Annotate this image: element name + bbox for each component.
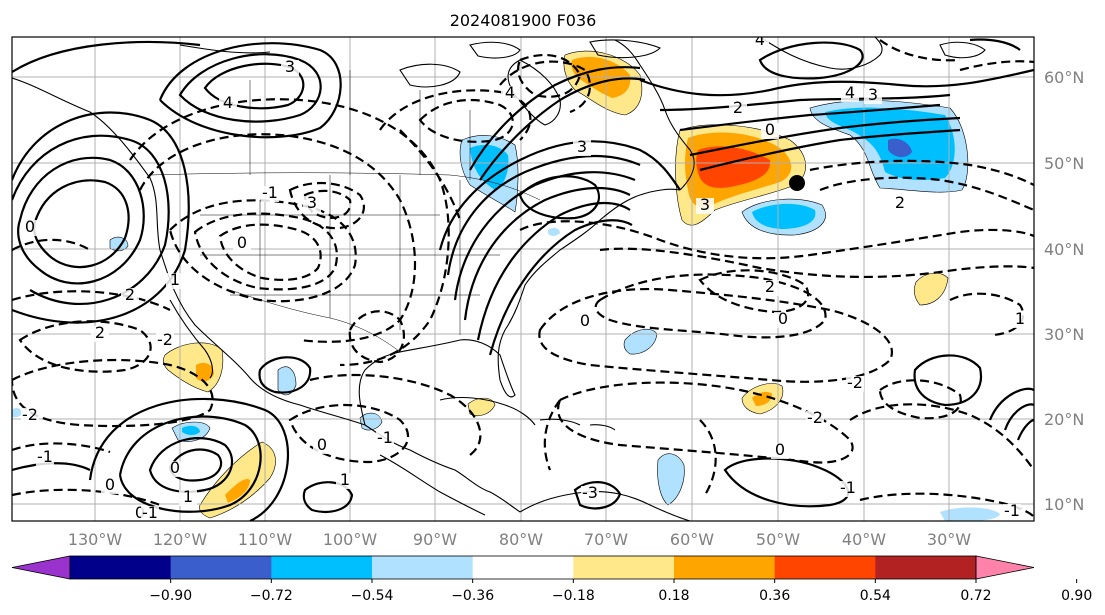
- contour-label: 0: [105, 475, 115, 494]
- lat-label: 40°N: [1044, 240, 1084, 259]
- lat-label: 30°N: [1044, 325, 1084, 344]
- marker-dot: [789, 175, 805, 191]
- colorbar-tick-label: −0.90: [149, 588, 192, 604]
- contour-label: 0: [765, 120, 775, 139]
- contour-label: 2: [95, 323, 105, 342]
- coast-gulf-of-mexico: [358, 329, 516, 426]
- lat-label: 50°N: [1044, 154, 1084, 173]
- lon-label: 110°W: [238, 530, 293, 549]
- lon-label: 60°W: [670, 530, 714, 549]
- lat-label: 10°N: [1044, 495, 1084, 514]
- colorbar-segment: [875, 556, 977, 579]
- contour-label: 1: [183, 487, 193, 506]
- contour-label: 2: [895, 193, 905, 212]
- coast-central-america: [364, 424, 521, 513]
- lon-label: 80°W: [499, 530, 543, 549]
- contour-label: 3: [868, 85, 878, 104]
- coast-south-america: [519, 491, 691, 521]
- lon-label: 70°W: [584, 530, 628, 549]
- lon-label: 30°W: [927, 530, 971, 549]
- contour-label: 2: [765, 277, 775, 296]
- lon-label: 130°W: [68, 530, 123, 549]
- blue-region-caribbean: [657, 453, 685, 506]
- colorbar-tick-label: −0.54: [351, 588, 394, 604]
- warm-region-pacific-south: [199, 441, 276, 519]
- solid-contours: [12, 38, 1034, 521]
- colorbar-tick-label: −0.18: [552, 588, 595, 604]
- warm-region-atlantic-east: [914, 272, 949, 306]
- contour-label: 4: [755, 30, 765, 49]
- contour-label: -1: [840, 478, 856, 497]
- contour-label: 2: [733, 98, 743, 117]
- colorbar-tick-label: −0.36: [451, 588, 494, 604]
- colorbar-tick-label: 0.72: [960, 588, 991, 604]
- map-frame: [11, 36, 1035, 522]
- contour-label: 0: [170, 458, 180, 477]
- lon-label: 120°W: [153, 530, 208, 549]
- lon-label: 90°W: [413, 530, 457, 549]
- blue-region-atlantic-small: [623, 328, 658, 355]
- dashed-contours: [12, 39, 1034, 519]
- contour-label: 4: [505, 83, 515, 102]
- colorbar-extend-high: [975, 555, 1035, 580]
- contour-label: 3: [307, 193, 317, 212]
- contour-label: -1: [37, 447, 53, 466]
- contour-label: -2: [157, 330, 173, 349]
- colorbar-segment: [573, 556, 675, 579]
- contour-label: 3: [577, 137, 587, 156]
- contour-label: -2: [22, 405, 38, 424]
- contour-label: -3: [582, 483, 598, 502]
- contour-label: -1: [377, 428, 393, 447]
- contour-label: 4: [845, 83, 855, 102]
- colorbar: −0.90 −0.72 −0.54 −0.36 −0.18 0.18 0.36 0.54 0.7…: [11, 555, 1092, 604]
- map-area: 434 4230022010320-20-2-1-101-2-1010-10-14…: [12, 30, 1034, 522]
- colorbar-segment: [372, 556, 474, 579]
- contour-label: 1: [340, 470, 350, 489]
- contour-label: 0: [25, 217, 35, 236]
- colorbar-tick-label: 0.90: [1061, 588, 1092, 604]
- lon-label: 40°W: [842, 530, 886, 549]
- colorbar-tick-label: 0.18: [658, 588, 689, 604]
- contour-label: -2: [807, 408, 823, 427]
- contour-label: 1: [170, 270, 180, 289]
- contour-label: 0: [135, 503, 145, 522]
- lon-label: 100°W: [323, 530, 378, 549]
- contour-label: 0: [778, 309, 788, 328]
- contour-label: 4: [223, 93, 233, 112]
- coast-cuba: [439, 396, 536, 426]
- colorbar-extend-low: [11, 555, 71, 580]
- contour-label: 0: [775, 440, 785, 459]
- contour-label: 3: [285, 57, 295, 76]
- colorbar-segment: [271, 556, 373, 579]
- contour-label: 1: [1015, 309, 1025, 328]
- colorbar-tick-label: −0.72: [250, 588, 293, 604]
- colorbar-segment: [774, 556, 876, 579]
- contour-label: 0: [580, 311, 590, 330]
- contour-label: 3: [700, 195, 710, 214]
- lat-label: 60°N: [1044, 68, 1084, 87]
- contour-label: 0: [317, 435, 327, 454]
- contour-label: -1: [262, 183, 278, 202]
- contour-label: 2: [125, 285, 135, 304]
- colorbar-segment: [170, 556, 272, 579]
- latitude-labels: 60°N 50°N 40°N 30°N 20°N 10°N: [1044, 68, 1084, 514]
- lat-label: 20°N: [1044, 410, 1084, 429]
- contour-label: 0: [237, 233, 247, 252]
- coast-us-east: [504, 188, 681, 331]
- map-title: 2024081900 F036: [450, 11, 597, 30]
- coast-baja: [169, 299, 214, 379]
- colorbar-segment: [472, 556, 574, 579]
- contour-label: -1: [142, 503, 158, 522]
- contour-label: -1: [1004, 501, 1020, 520]
- colorbar-segment: [70, 556, 172, 579]
- longitude-labels: 130°W 120°W 110°W 100°W 90°W 80°W 70°W 60°W 50°W…: [68, 530, 971, 549]
- colorbar-tick-label: 0.36: [759, 588, 790, 604]
- colorbar-segment: [674, 556, 776, 579]
- lon-label: 50°W: [756, 530, 800, 549]
- colorbar-tick-label: 0.54: [860, 588, 891, 604]
- contour-label: -2: [847, 373, 863, 392]
- contour-labels: 434 4230022010320-20-2-1-101-2-1010-10-14…: [21, 30, 1029, 522]
